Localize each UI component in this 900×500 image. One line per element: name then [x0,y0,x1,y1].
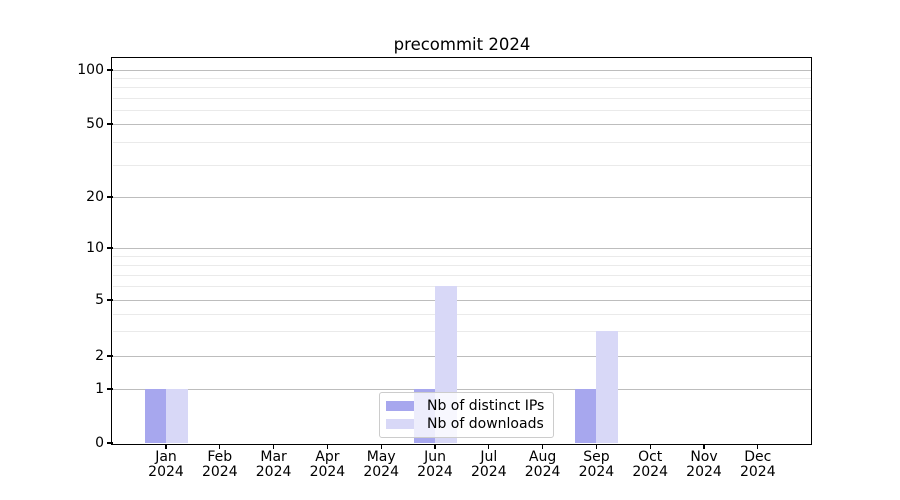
y-tick [107,355,113,357]
y-tick [107,442,113,444]
x-tick [219,444,221,449]
major-gridline [113,356,811,357]
legend-label-distinct-ips: Nb of distinct IPs [427,398,545,414]
y-tick [107,388,113,390]
minor-gridline [113,141,811,143]
legend-swatch-distinct-ips [386,401,414,411]
x-tick [165,444,167,449]
minor-gridline [113,274,811,276]
minor-gridline [113,255,811,257]
y-tick-label: 0 [95,435,104,451]
x-tick [649,444,651,449]
y-tick-label: 5 [95,292,104,308]
major-gridline [113,248,811,249]
x-tick-label: Feb 2024 [201,449,238,480]
x-tick-label: May 2024 [363,449,399,480]
y-tick-label: 2 [95,348,104,364]
y-tick [107,247,113,249]
bar-downloads [166,389,188,443]
x-tick [272,444,275,449]
minor-gridline [113,264,811,266]
x-tick [595,444,598,449]
legend-label-downloads: Nb of downloads [427,416,544,432]
minor-gridline [113,109,811,111]
bar-distinct-ips [144,389,166,443]
x-tick-label: Dec 2024 [739,449,776,480]
plot-area [113,59,811,443]
minor-gridline [113,78,811,80]
legend-item-downloads: Nb of downloads [386,415,547,433]
x-tick-label: Apr 2024 [309,449,346,480]
major-gridline [113,124,811,125]
x-tick-label: Sep 2024 [578,449,615,480]
y-tick-label: 20 [86,189,104,205]
minor-gridline [113,97,811,99]
x-tick-label: Oct 2024 [632,449,668,480]
major-gridline [113,300,811,301]
legend: Nb of distinct IPs Nb of downloads [379,392,554,438]
x-tick [434,444,436,449]
minor-gridline [113,313,811,315]
x-tick [703,444,705,449]
legend-swatch-downloads [386,419,414,429]
minor-gridline [113,164,811,166]
y-tick-label: 50 [86,116,104,132]
x-tick-label: Jul 2024 [470,449,507,480]
y-tick [107,69,113,71]
major-gridline [113,389,811,390]
y-tick [107,299,113,301]
y-tick-label: 100 [77,62,104,78]
bar-distinct-ips [574,389,597,443]
x-tick-label: Jun 2024 [417,449,453,480]
x-tick [326,444,329,449]
x-tick [380,444,382,449]
x-tick-label: Mar 2024 [255,449,292,480]
x-tick [541,444,544,449]
y-tick-label: 10 [86,240,104,256]
bar-downloads [596,331,618,443]
chart-title: precommit 2024 [393,35,531,54]
x-tick-label: Nov 2024 [686,449,722,480]
major-gridline [113,197,811,198]
major-gridline [113,70,811,71]
minor-gridline [113,331,811,333]
y-tick [107,196,113,198]
x-tick [488,444,490,449]
minor-gridline [113,286,811,288]
y-tick [107,123,113,125]
x-tick-label: Aug 2024 [524,449,561,480]
minor-gridline [113,87,811,89]
y-tick-label: 1 [95,381,104,397]
x-tick-label: Jan 2024 [148,449,184,480]
legend-item-distinct-ips: Nb of distinct IPs [386,397,547,415]
x-tick [757,444,759,449]
